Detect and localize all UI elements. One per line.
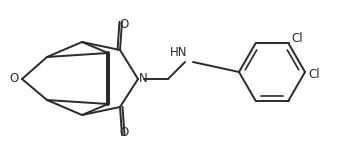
Text: O: O — [119, 125, 129, 138]
Text: N: N — [139, 73, 147, 86]
Text: Cl: Cl — [308, 68, 320, 81]
Text: O: O — [119, 19, 129, 32]
Text: O: O — [9, 73, 18, 86]
Text: Cl: Cl — [291, 32, 303, 45]
Text: HN: HN — [170, 46, 188, 60]
